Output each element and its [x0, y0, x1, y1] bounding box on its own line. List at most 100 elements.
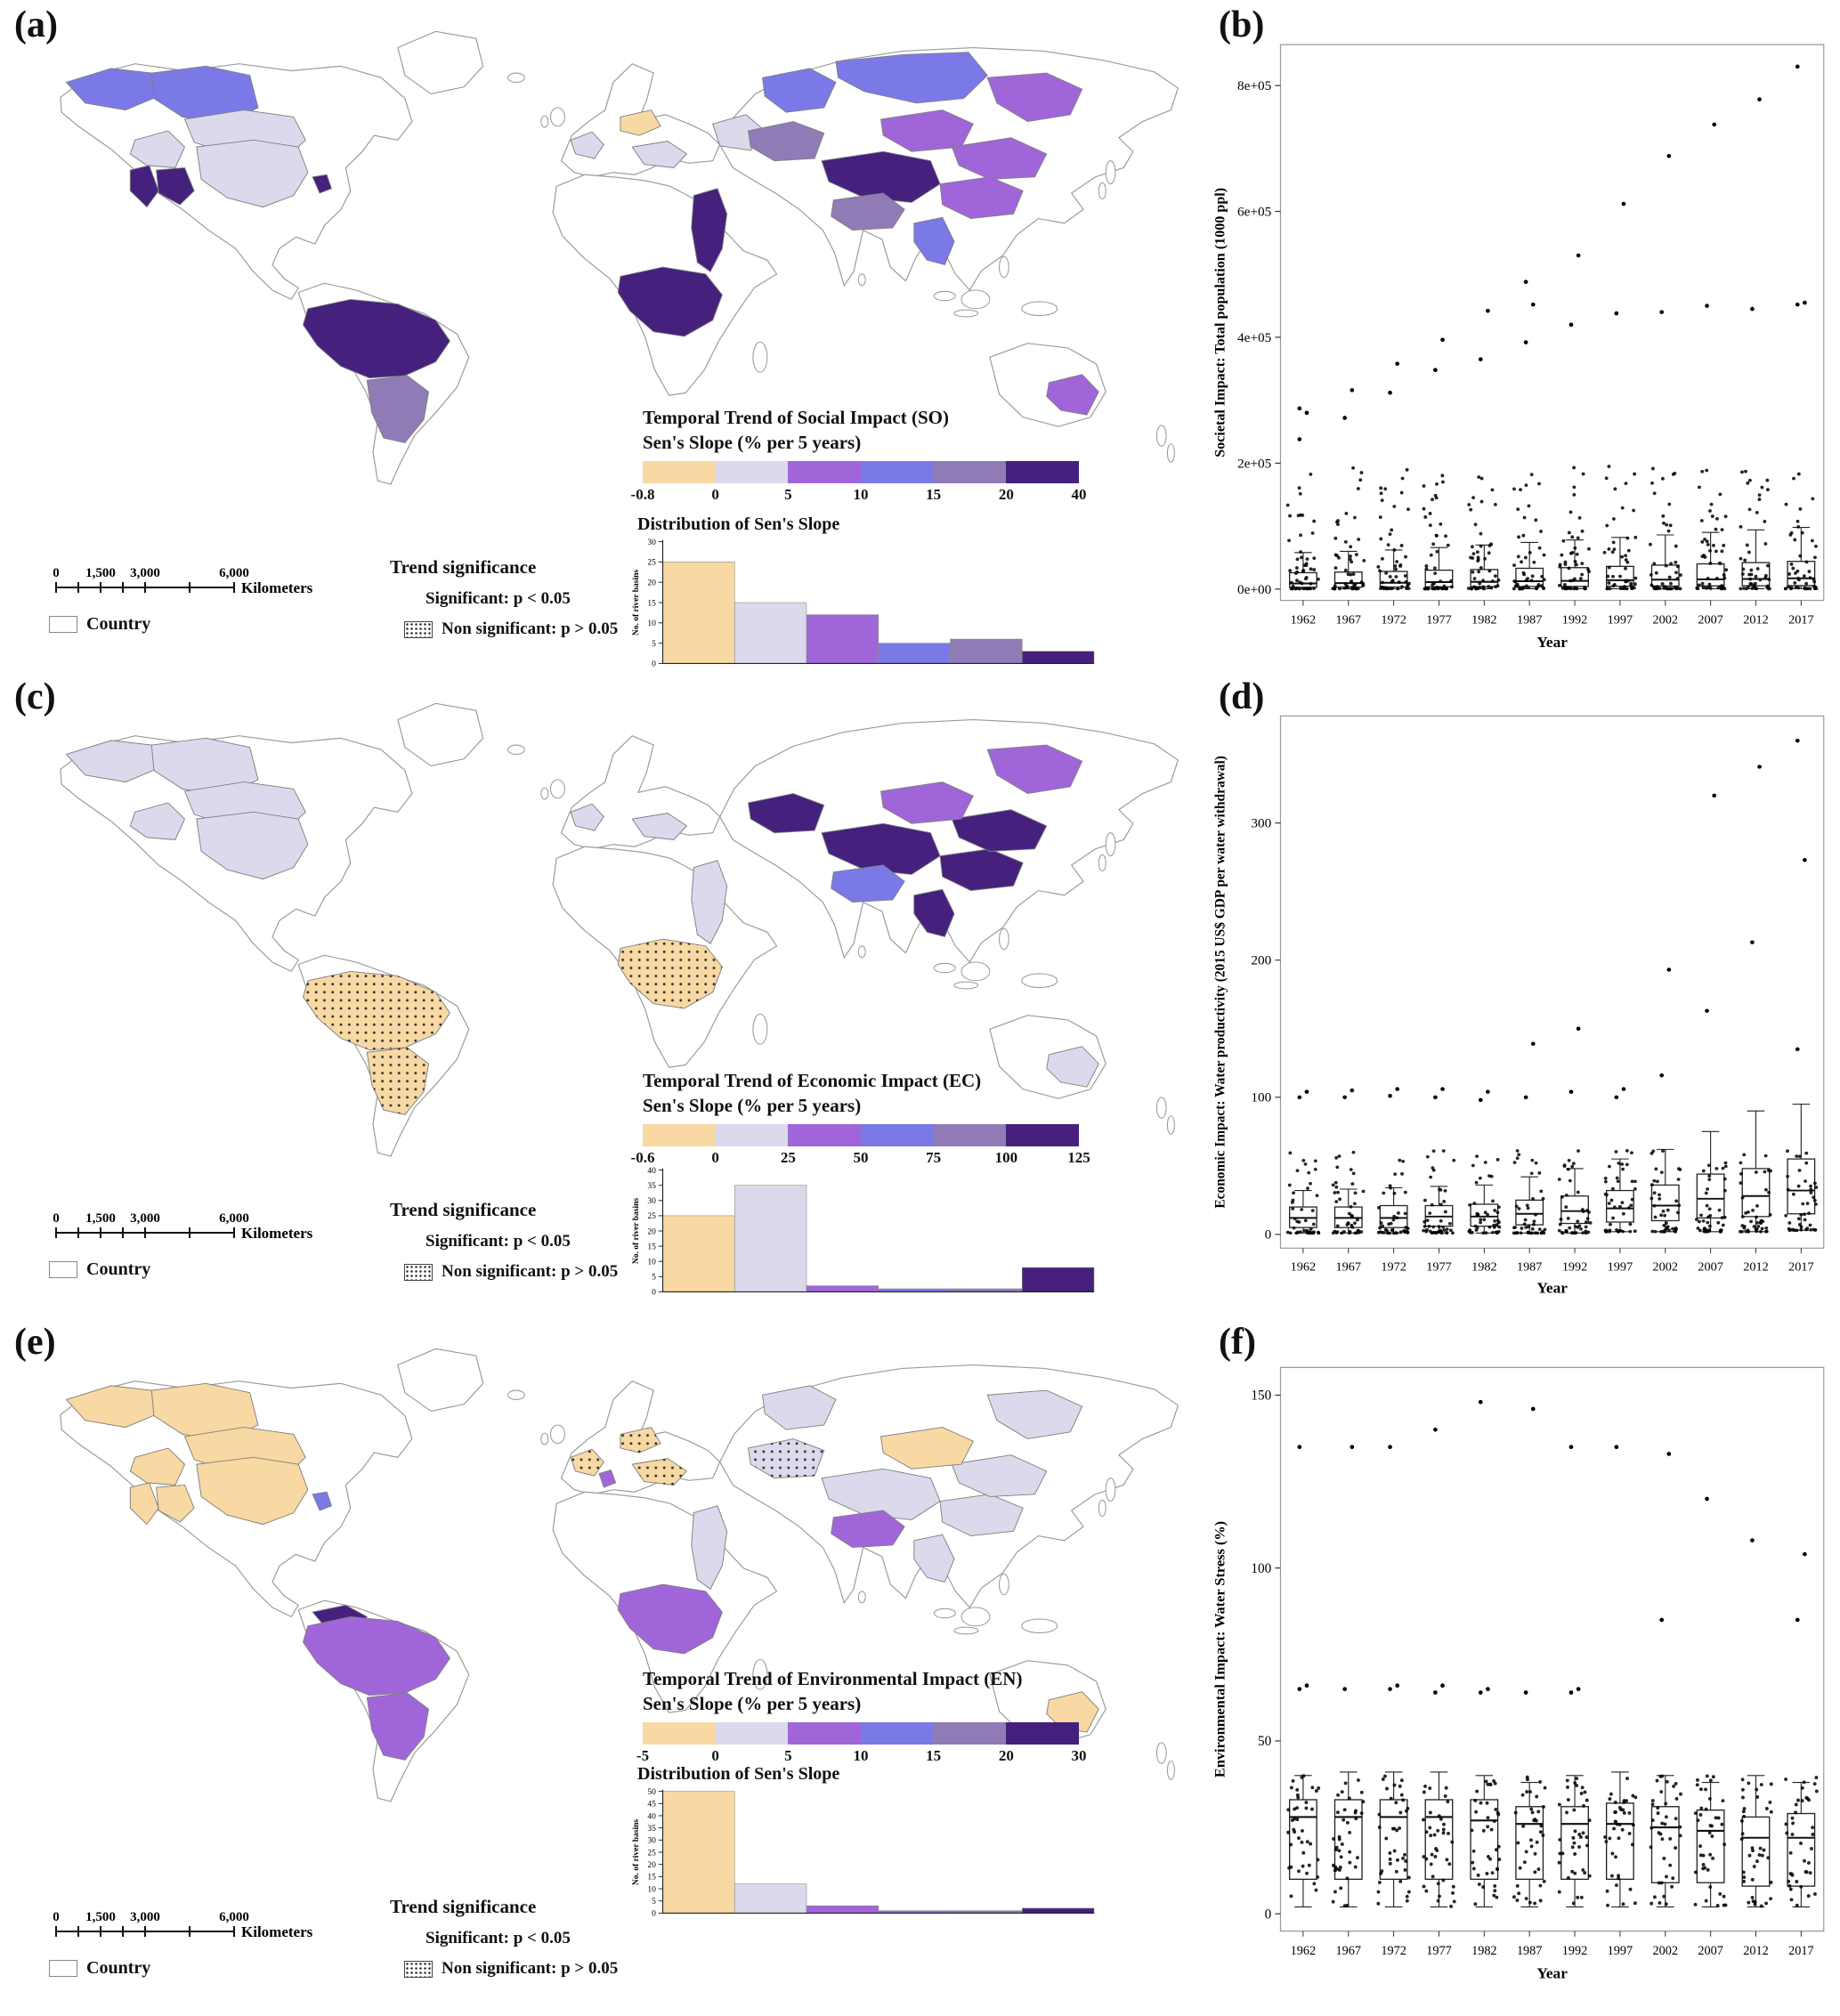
sig-nonsignificant-e: Non significant: p > 0.05: [404, 1959, 693, 1979]
basin-mississippi: [196, 811, 309, 880]
significance-block-a: Trend significance Significant: p < 0.05…: [390, 556, 693, 639]
colorbar-tick-label: 50: [853, 1148, 869, 1166]
colorbar-tick-label: 20: [998, 1746, 1014, 1764]
svg-text:8e+05: 8e+05: [1237, 78, 1271, 93]
box-b-1977: [1424, 569, 1454, 587]
svg-text:2007: 2007: [1698, 1261, 1723, 1275]
panel-economic-map: (c) Temporal Trend of Economic Impact (E…: [0, 672, 1197, 1317]
colorbar-block-social: Temporal Trend of Social Impact (SO) Sen…: [631, 405, 1106, 506]
nonsig-label-a: Non significant: p > 0.05: [442, 619, 619, 638]
svg-text:1967: 1967: [1336, 1261, 1362, 1275]
basin-eastus: [312, 1491, 333, 1511]
svg-text:3,000: 3,000: [130, 1910, 160, 1924]
svg-text:30: 30: [647, 1197, 656, 1206]
colorbar-tick-label: 75: [926, 1148, 942, 1166]
basin-california: [129, 165, 159, 208]
dots-pattern-swatch-e: [404, 1960, 433, 1978]
basin-mississippi: [196, 139, 309, 208]
hist-svg-social: 0 5 10 15 20 25 30 No. of river basins: [632, 538, 1095, 669]
hist-bar-bin5: [1021, 1267, 1095, 1292]
basin-ganges: [831, 864, 905, 903]
sig-nonsignificant-c: Non significant: p > 0.05: [404, 1262, 693, 1282]
map-title-social: Temporal Trend of Social Impact (SO): [643, 407, 949, 428]
svg-text:3,000: 3,000: [130, 566, 160, 580]
svg-text:6,000: 6,000: [219, 566, 249, 580]
basin-colorado: [156, 166, 195, 206]
basin-colorado: [156, 1484, 195, 1523]
colorbar-tick-label: 0: [711, 1746, 719, 1764]
svg-text:1962: 1962: [1291, 1944, 1316, 1958]
basin-yellow: [951, 1454, 1048, 1497]
svg-text:300: 300: [1251, 817, 1271, 831]
colorbar-segment-bin1: [715, 460, 789, 483]
svg-text:6,000: 6,000: [219, 1211, 249, 1226]
hist-bar-bin5: [1021, 651, 1095, 664]
panel-environmental-boxplot: (f) 0 50 100 150 Environmental Impact: Water…: [1197, 1317, 1840, 2016]
world-map-social: [60, 30, 1179, 485]
box-f-1972: [1379, 1799, 1408, 1881]
basin-yangtze: [939, 176, 1024, 220]
scalebar-block-a: 0 1,500 3,000 6,000 Kilometers Country: [49, 559, 369, 635]
svg-text:1997: 1997: [1608, 1261, 1633, 1275]
colorbar-tick-label: 25: [780, 1148, 796, 1166]
svg-text:5: 5: [652, 1274, 656, 1283]
svg-text:1962: 1962: [1291, 613, 1316, 627]
dots-pattern-swatch-a: [404, 620, 433, 638]
svg-text:Societal Impact: Total populat: Societal Impact: Total population (1000 …: [1212, 188, 1228, 457]
svg-text:1987: 1987: [1517, 613, 1542, 627]
svg-text:Year: Year: [1536, 634, 1568, 651]
basin-baltic: [620, 109, 661, 136]
basin-tibet: [821, 150, 941, 203]
hist-bar-bin2: [806, 1905, 879, 1914]
country-swatch-c: [49, 1261, 77, 1278]
basin-ganges: [831, 192, 905, 231]
hist-svg-economic: 0 5 10 15 20 25 30 35 40 No. of river basins: [632, 1167, 1095, 1298]
svg-text:2002: 2002: [1653, 1261, 1679, 1275]
svg-text:2e+05: 2e+05: [1237, 456, 1271, 471]
svg-text:25: 25: [647, 559, 656, 568]
dots-pattern-swatch-c: [404, 1263, 433, 1281]
svg-text:30: 30: [647, 1837, 656, 1846]
svg-text:2012: 2012: [1743, 613, 1768, 627]
basin-parana-nonsignificant-dots: [367, 1048, 429, 1115]
histogram-block-environmental: Distribution of Sen's Slope 0 5 10 15 20 25 30…: [623, 1764, 1122, 1920]
box-f-2012: [1741, 1816, 1771, 1887]
colorbar-tick-label: 125: [1067, 1148, 1090, 1166]
country-swatch-e: [49, 1960, 77, 1977]
box-b-2012: [1741, 562, 1771, 587]
colorbar-tick-label: -0.6: [630, 1148, 655, 1166]
colorbar-tick-label: 0: [711, 485, 719, 503]
panel-economic-boxplot: (d) 0 100 200 300 Economic Impact: Water pro…: [1197, 672, 1840, 1317]
svg-text:Economic Impact: Water product: Economic Impact: Water productivity (201…: [1212, 756, 1228, 1209]
basin-ob: [762, 1385, 837, 1430]
svg-text:No. of river basins: No. of river basins: [632, 570, 641, 636]
colorbar-tick-label: 15: [926, 485, 942, 503]
svg-text:No. of river basins: No. of river basins: [632, 1819, 641, 1886]
colorbar-segment-bin3: [861, 1721, 934, 1745]
basin-eastus: [312, 174, 333, 194]
significance-block-e: Trend significance Significant: p < 0.05…: [390, 1896, 693, 1979]
basin-ganges: [831, 1510, 905, 1549]
svg-text:1977: 1977: [1426, 1944, 1451, 1958]
svg-text:1977: 1977: [1426, 613, 1451, 627]
colorbar-tick-label: 10: [853, 1746, 869, 1764]
svg-text:10: 10: [647, 1259, 656, 1267]
basin-columbia: [129, 130, 186, 168]
svg-text:1972: 1972: [1381, 1944, 1406, 1958]
svg-text:25: 25: [647, 1212, 656, 1221]
basin-mekong: [913, 888, 955, 938]
svg-text:35: 35: [647, 1825, 656, 1834]
basin-baltic-nonsignificant-dots: [620, 1427, 661, 1453]
sig-significant-e: Significant: p < 0.05: [426, 1929, 571, 1947]
svg-text:10: 10: [647, 619, 656, 628]
histogram-block-social: Distribution of Sen's Slope 0 5 10 15 20 25 30…: [623, 514, 1122, 670]
colorbar-tick-label: 15: [926, 1746, 942, 1764]
panel-label-d: (d): [1219, 676, 1265, 717]
svg-text:1997: 1997: [1608, 1944, 1633, 1958]
sig-nonsignificant-a: Non significant: p > 0.05: [404, 619, 693, 639]
basin-amur: [986, 1389, 1083, 1440]
svg-text:30: 30: [647, 538, 656, 547]
panel-environmental-map: (e) Temporal Trend of Environmental Impa…: [0, 1317, 1197, 2016]
basin-mekong: [913, 216, 955, 266]
